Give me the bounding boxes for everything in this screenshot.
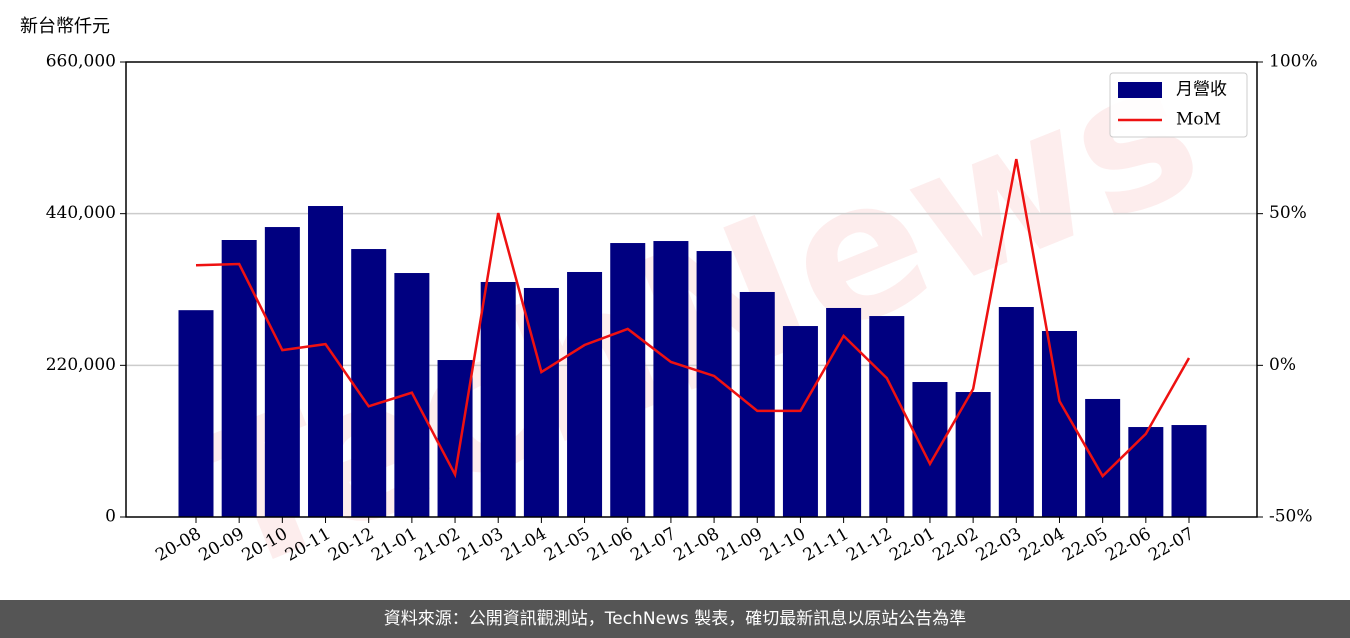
y2-tick-label: 100% [1269,52,1318,72]
x-tick-label: 22-04 [1016,524,1068,566]
bar [567,271,603,517]
y-tick-label: 440,000 [46,203,116,223]
y-tick-label: 0 [105,507,116,527]
bar [1128,427,1164,517]
legend-label: MoM [1176,110,1221,130]
footer-bar [0,600,1350,638]
bar [782,326,818,517]
bar [178,310,214,517]
x-tick-label: 21-07 [627,524,679,566]
bar [998,307,1034,517]
bar [1171,425,1207,517]
plot-frame [125,61,1258,518]
bar [351,249,387,517]
y2-tick-label: -50% [1269,507,1313,527]
x-tick-label: 21-05 [541,524,593,566]
bar [912,382,948,517]
bar [739,291,775,517]
x-tick-label: 21-10 [757,524,809,566]
x-tick-label: 21-08 [670,524,722,566]
bar [610,243,646,517]
x-tick-label: 22-01 [886,524,938,566]
y2-tick-label: 50% [1269,203,1307,223]
bar [1041,331,1077,517]
y2-tick-label: 0% [1269,355,1296,375]
bar [869,316,905,517]
footer: 資料來源：公開資訊觀測站，TechNews 製表，確切最新訊息以原站公告為準 [384,609,966,629]
legend-swatch [1118,82,1162,98]
bar [221,240,257,517]
x-tick-label: 22-05 [1059,524,1111,566]
bar [955,392,991,517]
x-tick-label: 22-07 [1145,524,1197,566]
x-tick-label: 21-11 [800,524,852,566]
y-tick-label: 220,000 [46,355,116,375]
x-tick-label: 22-02 [929,524,981,566]
x-tick-label: 21-04 [498,524,550,566]
x-tick-label: 21-12 [843,524,895,566]
y-tick-label: 660,000 [46,52,116,72]
x-tick-label: 22-06 [1102,524,1154,566]
legend-label: 月營收 [1176,80,1227,100]
bar [696,251,732,518]
x-tick-label: 20-08 [152,524,204,566]
x-tick-label: 21-09 [714,524,766,566]
bar [437,360,473,517]
unit-label: 新台幣仟元 [20,16,110,37]
legend: 月營收 MoM [1109,72,1248,138]
bar [1085,398,1121,517]
bar [480,281,516,517]
line [195,158,1191,479]
x-tick-label: 21-06 [584,524,636,566]
x-tick-label: 22-03 [973,524,1025,566]
bar [826,307,862,517]
bar [653,241,689,518]
bar [264,227,300,518]
